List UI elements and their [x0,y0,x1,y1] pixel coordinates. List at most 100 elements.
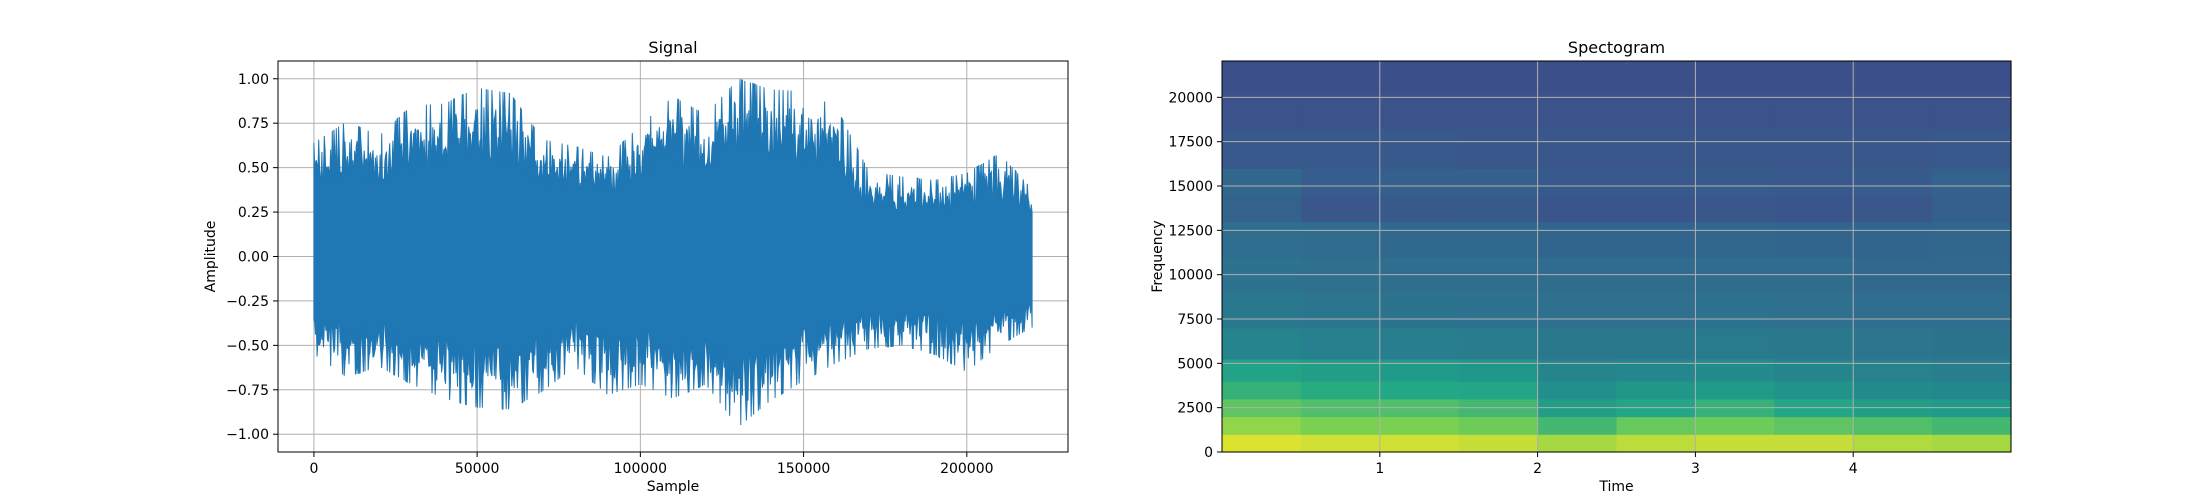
signal-y-tick-label: −0.25 [226,294,269,310]
spectrogram-x-label: Time [1598,479,1633,495]
spectrogram-panel: 1 2 3 4 0 2500 5000 7500 10000 12500 15000 17500 20… [1150,38,2012,495]
spectrogram-x-ticks: 1 2 3 4 [1375,452,1858,477]
spectrogram-x-tick-label: 3 [1691,461,1700,477]
spectrogram-cell [1774,434,1854,453]
spectrogram-cell [1458,434,1539,453]
spectrogram-cell [1379,416,1460,435]
signal-y-tick-label: 1.00 [238,72,269,88]
spectrogram-cell [1932,434,2012,453]
signal-panel: 0 50000 100000 150000 200000 −1.00 −0.75 −0.50… [203,38,1069,495]
spectrogram-cell [1300,416,1381,435]
spectrogram-cell [1379,358,1460,382]
spectrogram-cell [1537,416,1618,435]
spectrogram-cell [1774,194,1854,223]
spectrogram-cell [1774,128,1854,169]
spectrogram-cell [1616,434,1696,453]
signal-y-tick-label: −0.75 [226,383,269,399]
spectrogram-cell [1853,358,1933,382]
spectrogram-cell [1932,327,2012,360]
spectrogram-cell [1537,292,1618,329]
spectrogram-cell [1695,434,1775,453]
spectrogram-cell [1222,128,1302,169]
spectrogram-cell [1537,434,1618,453]
spectrogram-cell [1537,221,1618,258]
spectrogram-cell [1853,292,1933,329]
spectrogram-cell [1853,221,1933,258]
spectrogram-cell [1616,92,1696,129]
spectrogram-cell [1300,61,1381,94]
spectrogram-cell [1537,381,1618,400]
signal-x-tick-label: 150000 [777,461,830,477]
spectrogram-cell [1695,292,1775,329]
spectrogram-x-tick-label: 1 [1375,461,1384,477]
signal-y-tick-label: 0.75 [238,116,269,132]
spectrogram-cell [1853,128,1933,169]
spectrogram-cell [1458,221,1539,258]
signal-y-label: Amplitude [203,221,219,293]
spectrogram-cell [1695,168,1775,196]
spectrogram-cell [1774,168,1854,196]
spectrogram-cell [1774,221,1854,258]
signal-title: Signal [648,38,697,57]
spectrogram-cell [1300,327,1381,360]
spectrogram-cell [1774,358,1854,382]
spectrogram-cell [1458,61,1539,94]
spectrogram-cell [1616,327,1696,360]
spectrogram-cell [1695,416,1775,435]
spectrogram-cell [1616,221,1696,258]
spectrogram-cell [1300,381,1381,400]
signal-y-tick-label: 0.25 [238,205,269,221]
spectrogram-cell [1853,92,1933,129]
spectrogram-cell [1458,194,1539,223]
spectrogram-cell [1616,292,1696,329]
spectrogram-cell [1853,61,1933,94]
spectrogram-cell [1695,327,1775,360]
spectrogram-cell [1853,416,1933,435]
spectrogram-cell [1458,416,1539,435]
spectrogram-cell [1537,327,1618,360]
spectrogram-cell [1616,61,1696,94]
spectrogram-cell [1774,292,1854,329]
spectrogram-cell [1222,194,1302,223]
spectrogram-cell [1853,194,1933,223]
spectrogram-cell [1616,381,1696,400]
spectrogram-cell [1695,358,1775,382]
spectrogram-cell [1695,92,1775,129]
spectrogram-cell [1853,327,1933,360]
spectrogram-cell [1695,194,1775,223]
spectrogram-cell [1537,358,1618,382]
spectrogram-cell [1537,168,1618,196]
spectrogram-cell [1695,128,1775,169]
spectrogram-cell [1458,381,1539,400]
spectrogram-cell [1774,416,1854,435]
signal-x-tick-label: 50000 [455,461,500,477]
spectrogram-cell [1932,92,2012,129]
spectrogram-y-tick-label: 15000 [1168,179,1213,195]
spectrogram-cell [1222,434,1302,453]
spectrogram-cell [1300,168,1381,196]
spectrogram-cell [1222,292,1302,329]
spectrogram-cell [1222,221,1302,258]
signal-y-ticks: −1.00 −0.75 −0.50 −0.25 0.00 0.25 0.50 0.75 1.00 [226,72,278,443]
spectrogram-axes-frame [1221,60,2012,453]
spectrogram-cell [1853,168,1933,196]
spectrogram-cell [1379,61,1460,94]
spectrogram-cell [1379,327,1460,360]
spectrogram-y-tick-label: 7500 [1177,312,1213,328]
spectrogram-cell [1695,61,1775,94]
spectrogram-y-tick-label: 2500 [1177,401,1213,417]
spectrogram-heatmap [1222,61,2012,453]
spectrogram-cell [1458,358,1539,382]
spectrogram-cell [1932,128,2012,169]
signal-waveform [313,79,1033,426]
spectrogram-cell [1616,194,1696,223]
spectrogram-x-tick-label: 4 [1849,461,1858,477]
signal-x-tick-label: 200000 [940,461,993,477]
spectrogram-y-tick-label: 10000 [1168,268,1213,284]
spectrogram-cell [1222,381,1302,400]
spectrogram-cell [1222,61,1302,94]
spectrogram-cell [1537,92,1618,129]
spectrogram-cell [1379,381,1460,400]
spectrogram-cell [1222,92,1302,129]
